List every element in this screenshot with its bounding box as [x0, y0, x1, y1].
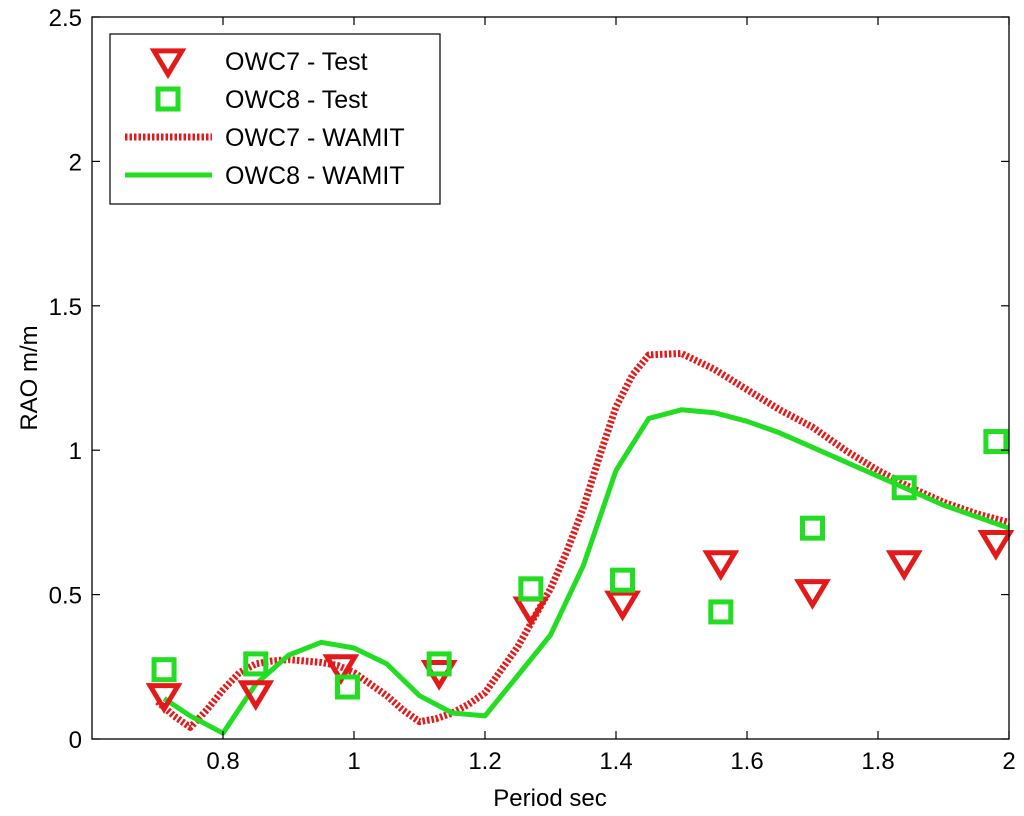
series-line-owc7-wamit [155, 350, 1010, 731]
series-line-owc8-wamit [162, 407, 1010, 736]
data-point-triangle [885, 550, 923, 581]
data-point-triangle [145, 683, 183, 714]
data-point-square [426, 651, 452, 677]
data-point-square [800, 515, 825, 541]
x-axis-title: Period sec [493, 785, 606, 812]
legend-label: OWC8 - WAMIT [225, 162, 405, 190]
x-tick-label: 1.6 [730, 748, 763, 775]
data-point-triangle [794, 579, 831, 610]
legend-marker-triangle [149, 48, 187, 80]
data-point-square [610, 567, 636, 593]
data-point-triangle [702, 550, 740, 581]
x-tick-label: 0.8 [206, 748, 239, 775]
y-tick-label: 2 [69, 149, 82, 176]
data-point-triangle [977, 530, 1015, 561]
data-point-square [983, 429, 1009, 455]
data-point-square [708, 599, 734, 625]
legend: OWC7 - Test OWC8 - Test OWC7 - WAMIT OWC8 -… [109, 33, 441, 205]
legend-marker-square [155, 86, 181, 112]
ticks-layer: 0.8 1 1.2 1.4 1.6 1.8 2 0 0.5 1 1.5 2 2.5 [49, 5, 1016, 775]
y-axis-title: RAO m/m [16, 325, 43, 430]
data-point-square [518, 576, 544, 602]
data-point-square [243, 651, 269, 677]
data-point-triangle [604, 590, 641, 622]
legend-label: OWC7 - Test [225, 48, 368, 76]
x-tick-label: 1.4 [599, 748, 632, 775]
x-tick-label: 2 [1002, 748, 1015, 775]
data-point-square [151, 657, 177, 683]
y-tick-label: 2.5 [49, 5, 82, 32]
x-tick-label: 1.8 [861, 748, 894, 775]
x-tick-label: 1.2 [468, 748, 501, 775]
data-point-triangle [322, 654, 360, 685]
y-tick-label: 1.5 [49, 294, 82, 321]
series-layer [145, 350, 1015, 736]
y-tick-label: 0 [69, 727, 82, 754]
plot-frame [91, 16, 1010, 740]
y-tick-label: 1 [69, 438, 82, 465]
x-tick-label: 1 [347, 748, 360, 775]
legend-label: OWC8 - Test [225, 86, 368, 114]
legend-label: OWC7 - WAMIT [225, 124, 405, 152]
data-point-square [334, 674, 360, 700]
y-tick-label: 0.5 [49, 583, 82, 610]
data-point-triangle [237, 680, 275, 711]
data-point-square [891, 475, 917, 501]
